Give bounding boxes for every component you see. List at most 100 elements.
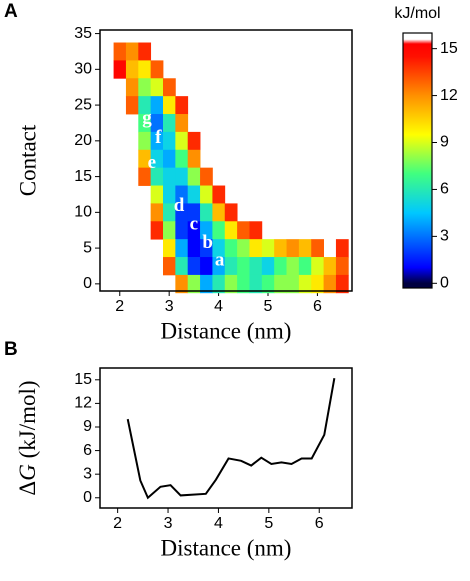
heat-cell: [224, 203, 238, 222]
y-tick-label: 15: [74, 168, 92, 185]
heat-cell: [163, 257, 176, 276]
y-tick-label: 15: [74, 371, 92, 388]
heat-cell: [163, 149, 176, 169]
heat-cell: [125, 60, 139, 79]
heat-cell: [138, 114, 152, 133]
heat-cell: [323, 257, 337, 276]
heat-cell: [200, 239, 213, 258]
x-tick-label: 2: [115, 298, 124, 315]
colorbar-tick-label: 15: [440, 40, 458, 57]
heat-cell: [175, 96, 189, 115]
heat-cell: [163, 167, 176, 186]
heat-cell: [286, 239, 300, 258]
colorbar-tick-label: 3: [440, 228, 449, 245]
heat-cell: [335, 274, 349, 294]
y-tick-label: 10: [74, 204, 92, 221]
state-label: g: [142, 108, 152, 129]
heat-cell: [298, 274, 312, 294]
heat-cell: [187, 149, 201, 169]
heat-cell: [138, 167, 152, 186]
heat-cell: [138, 149, 152, 169]
heat-cell: [150, 60, 164, 79]
state-label: e: [148, 152, 156, 173]
heat-cell: [187, 257, 201, 276]
heat-cell: [224, 257, 238, 276]
heat-cell: [175, 149, 189, 169]
x-axis-title: Distance (nm): [161, 318, 292, 343]
y-tick-label: 3: [83, 465, 92, 482]
heat-cell: [200, 167, 213, 186]
heat-cell: [150, 149, 164, 169]
heat-cell: [200, 221, 213, 240]
heat-cell: [187, 221, 201, 240]
heat-cell: [261, 274, 275, 294]
heat-cell: [274, 274, 287, 294]
heat-cell: [286, 274, 300, 294]
heat-cell: [311, 239, 324, 258]
heat-cell: [212, 203, 226, 222]
heat-cell: [187, 131, 201, 151]
heat-cell: [187, 203, 201, 222]
heat-cell: [274, 239, 287, 258]
colorbar-title: kJ/mol: [394, 5, 440, 22]
heat-cell: [187, 239, 201, 258]
y-tick-label: 0: [83, 489, 92, 506]
colorbar-tick-label: 6: [440, 181, 449, 198]
state-label: b: [202, 232, 213, 253]
heat-cell: [335, 239, 349, 258]
heat-cell: [237, 274, 250, 294]
y-tick-label: 6: [83, 442, 92, 459]
heat-cell: [150, 78, 164, 97]
y-tick-label: 30: [74, 61, 92, 78]
heat-cell: [187, 274, 201, 294]
heat-cell: [249, 257, 263, 276]
colorbar-tick-label: 12: [440, 87, 458, 104]
heat-cell: [200, 185, 213, 204]
heat-cell: [224, 239, 238, 258]
y-tick-label: 25: [74, 96, 92, 113]
heat-cell: [113, 60, 127, 79]
heat-cell: [261, 257, 275, 276]
x-tick-label: 5: [264, 298, 273, 315]
colorbar-tick-label: 9: [440, 134, 449, 151]
heat-cell: [138, 78, 152, 97]
x-tick-label: 6: [315, 515, 324, 532]
x-tick-label: 6: [313, 298, 322, 315]
y-axis-title-part: Δ: [15, 481, 40, 496]
heat-cell: [163, 96, 176, 115]
free-energy-line: [126, 378, 336, 500]
y-tick-label: 12: [74, 395, 92, 412]
y-tick-label: 20: [74, 132, 92, 149]
x-tick-label: 3: [164, 515, 173, 532]
y-axis-title-part: G: [15, 464, 40, 481]
panel-label: A: [4, 1, 18, 22]
state-label: a: [215, 249, 225, 270]
heat-cell: [175, 221, 189, 240]
state-label: c: [190, 214, 198, 235]
heat-cell: [200, 203, 213, 222]
heat-cell: [249, 221, 263, 240]
heat-cell: [175, 274, 189, 294]
heat-cell: [224, 274, 238, 294]
heat-cell: [150, 167, 164, 186]
heat-cell: [150, 203, 164, 222]
heat-cell: [212, 257, 226, 276]
heat-cell: [175, 257, 189, 276]
x-tick-label: 5: [264, 515, 273, 532]
heat-cell: [163, 239, 176, 258]
colorbar: [402, 32, 433, 289]
heat-cell: [298, 257, 312, 276]
heat-cell: [163, 131, 176, 151]
state-label: f: [155, 127, 162, 148]
y-tick-label: 0: [83, 275, 92, 292]
heat-cell: [200, 257, 213, 276]
heat-cell: [138, 60, 152, 79]
heat-cell: [125, 78, 139, 97]
x-tick-label: 4: [214, 298, 223, 315]
heat-cell: [237, 257, 250, 276]
colorbar-tick-label: 0: [440, 275, 449, 292]
heat-cell: [237, 221, 250, 240]
heat-cell: [163, 185, 176, 204]
heat-cell: [298, 239, 312, 258]
heat-cell: [249, 274, 263, 294]
